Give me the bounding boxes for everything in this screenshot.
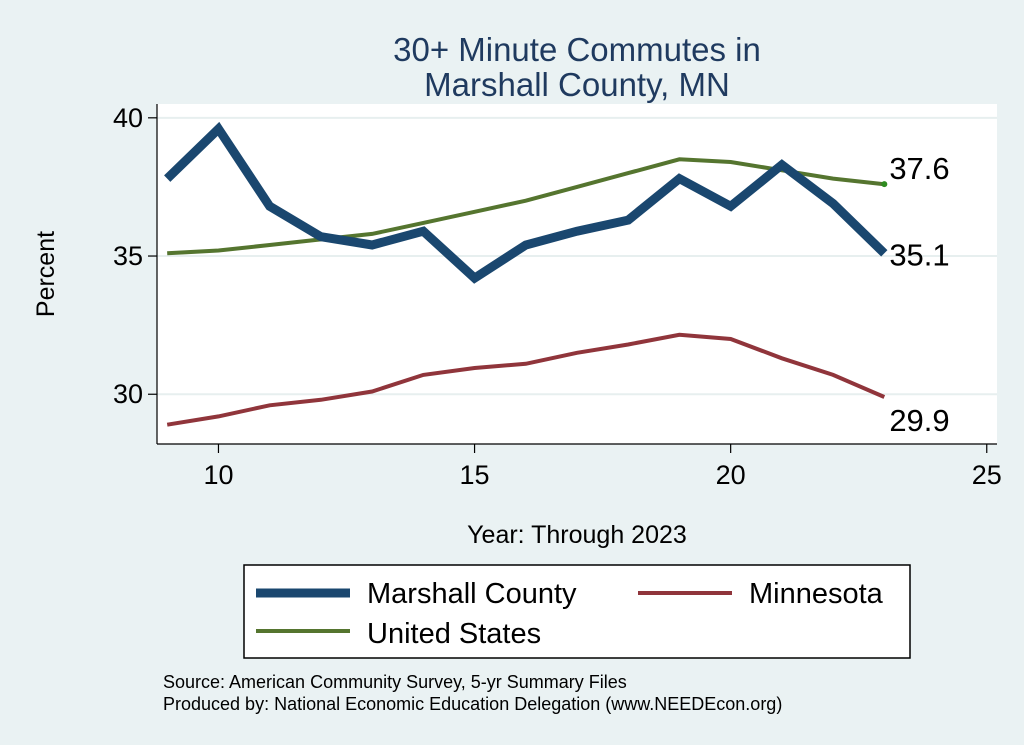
- legend-label-minnesota: Minnesota: [749, 578, 884, 610]
- source-note: Source: American Community Survey, 5-yr …: [163, 672, 627, 692]
- endpoint-marker-united-states: [881, 181, 888, 188]
- chart-title-line2: Marshall County, MN: [424, 66, 730, 103]
- gridlines: [157, 116, 997, 396]
- legend: Marshall County Minnesota United States: [243, 564, 911, 659]
- series-line-minnesota: [166, 332, 886, 427]
- x-tick-label-25: 25: [972, 460, 1002, 490]
- series-line-united-states: [167, 157, 885, 256]
- y-tick-label-30: 30: [113, 379, 143, 409]
- series-lines: [164, 121, 888, 427]
- end-label-united-states: 37.6: [889, 151, 949, 186]
- chart-title-line1: 30+ Minute Commutes in: [393, 31, 761, 68]
- series-line-marshall-county: [164, 121, 888, 284]
- y-tick-label-40: 40: [113, 103, 143, 133]
- producer-note: Produced by: National Economic Education…: [163, 694, 782, 714]
- y-tick-label-35: 35: [113, 241, 143, 271]
- y-axis-title: Percent: [32, 231, 60, 317]
- end-label-minnesota: 29.9: [889, 403, 949, 438]
- end-label-marshall-county: 35.1: [889, 237, 949, 272]
- x-tick-label-10: 10: [203, 460, 233, 490]
- x-tick-label-20: 20: [716, 460, 746, 490]
- legend-label-united-states: United States: [367, 618, 541, 650]
- legend-box: [243, 564, 911, 659]
- legend-label-marshall-county: Marshall County: [367, 578, 577, 610]
- axes: 30 35 40 10 15 20 25: [113, 103, 1002, 490]
- x-axis-title: Year: Through 2023: [467, 521, 687, 549]
- x-tick-label-15: 15: [460, 460, 490, 490]
- end-labels: 35.1 29.9 37.6: [889, 151, 949, 438]
